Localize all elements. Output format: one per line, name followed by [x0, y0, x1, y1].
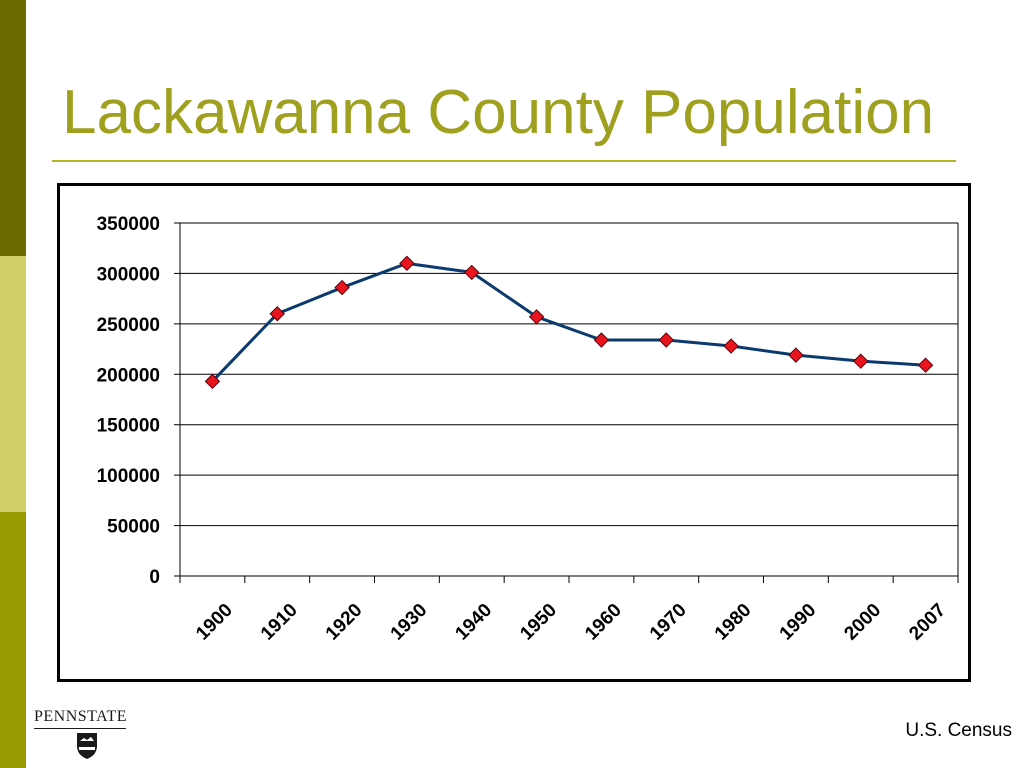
data-point-marker: [269, 306, 285, 322]
x-tick-label: 1930: [387, 600, 432, 645]
side-bar-top: [0, 0, 26, 256]
x-tick-label: 2007: [905, 600, 950, 645]
series-line: [211, 261, 926, 383]
y-tick-label: 300000: [97, 264, 160, 285]
population-line-chart: 0 50000 100000 150000 200000 250000 300000 3500…: [97, 214, 959, 645]
y-tick-label: 250000: [97, 315, 160, 336]
data-point-marker: [334, 279, 350, 296]
y-tick-label: 150000: [97, 416, 160, 437]
x-tick-label: 1950: [516, 600, 561, 645]
x-tick-label: 1970: [646, 600, 691, 645]
x-tick-label: 1990: [776, 600, 821, 645]
title-divider: [52, 160, 956, 162]
side-bar-middle: [0, 256, 26, 512]
data-point-marker: [723, 338, 739, 354]
pennstate-logo: PENNSTATE: [34, 708, 130, 764]
x-tick-label: 1920: [322, 600, 367, 645]
x-tick-label: 2000: [840, 600, 885, 645]
source-note: U.S. Census: [905, 720, 1012, 741]
logo-wordmark: PENNSTATE: [34, 708, 127, 725]
slide-title: Lackawanna County Population: [62, 78, 935, 147]
data-point-marker: [593, 332, 610, 348]
data-point-marker: [853, 353, 869, 369]
data-point-marker: [917, 357, 934, 373]
x-tick-label: 1910: [257, 600, 302, 645]
data-point-marker: [399, 255, 415, 272]
x-tick-label: 1960: [581, 600, 626, 645]
chart-frame: 0 50000 100000 150000 200000 250000 300000 3500…: [57, 183, 971, 682]
x-tick-label: 1900: [192, 600, 237, 645]
side-bar-bottom: [0, 512, 26, 768]
logo-rule: [34, 728, 126, 729]
x-tick-label: 1940: [451, 600, 496, 645]
data-point-marker: [658, 332, 674, 348]
y-tick-label: 100000: [97, 466, 160, 487]
y-tick-label: 200000: [97, 365, 160, 386]
shield-icon: [77, 733, 97, 759]
data-point-marker: [528, 309, 545, 325]
y-tick-label: 0: [149, 567, 160, 588]
data-point-marker: [204, 373, 221, 390]
y-tick-label: 50000: [107, 517, 160, 538]
data-point-marker: [464, 264, 480, 281]
x-tick-label: 1980: [711, 600, 756, 645]
data-point-marker: [788, 347, 804, 363]
y-tick-label: 350000: [97, 214, 160, 235]
